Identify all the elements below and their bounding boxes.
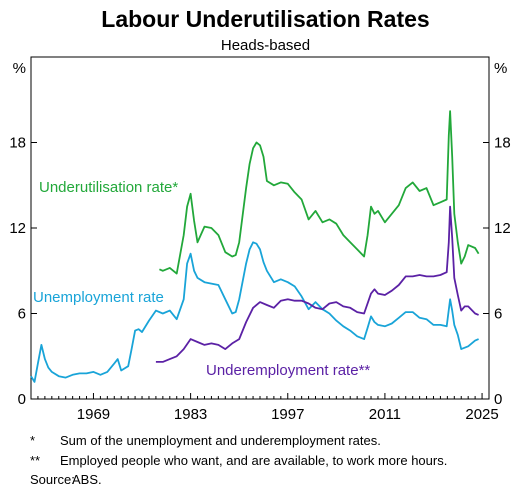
underemployment-rate-line	[155, 205, 479, 363]
x-tick-label: 1997	[271, 406, 304, 423]
y-tick-label-right: 12	[494, 220, 511, 237]
source-text: ABS.	[72, 472, 102, 487]
x-tick-label: 1983	[174, 406, 207, 423]
y-tick-label-right: 6	[494, 306, 502, 323]
series-label-underutilisation: Underutilisation rate*	[39, 179, 178, 196]
chart-subtitle: Heads-based	[220, 37, 311, 54]
footnote-mark: *	[30, 433, 36, 448]
chart-notes: * Sum of the unemployment and underemplo…	[30, 431, 447, 490]
series-label-underemployment: Underemployment rate**	[206, 362, 370, 379]
x-tick-label: 1969	[77, 406, 110, 423]
chart-series	[30, 110, 480, 383]
underutilisation-rate-line	[159, 110, 480, 275]
y-tick-label-left: 6	[18, 306, 26, 323]
y-unit-right: %	[494, 60, 507, 77]
y-tick-label-left: 12	[9, 220, 26, 237]
y-tick-label-right: 0	[494, 391, 502, 408]
footnote-text: Sum of the unemployment and underemploym…	[60, 433, 381, 448]
source-label: Source:	[30, 472, 75, 487]
y-tick-label-left: 18	[9, 135, 26, 152]
series-label-unemployment: Unemployment rate	[33, 289, 164, 306]
footnote-mark: **	[30, 452, 41, 468]
footnote-2: ** Employed people who want, and are ava…	[30, 451, 447, 471]
unemployment-rate-line	[30, 241, 479, 383]
y-tick-label-left: 0	[18, 391, 26, 408]
plot-frame	[30, 56, 490, 400]
y-tick-label-right: 18	[494, 135, 511, 152]
footnote-text: Employed people who want, and are availa…	[60, 452, 448, 468]
footnote-1: * Sum of the unemployment and underemplo…	[30, 431, 447, 451]
chart-plot: % % 0 0 6 6 12 12 18 18 1969 1983 1997 2011 2025 Under…	[9, 56, 511, 423]
y-unit-left: %	[13, 60, 26, 77]
source-note: Source: ABS.	[30, 470, 447, 490]
x-tick-label: 2025	[465, 406, 498, 423]
chart-axes: % % 0 0 6 6 12 12 18 18 1969 1983 1997 2011 2025	[9, 56, 511, 423]
chart-series-labels: Underutilisation rate* Unemployment rate…	[33, 179, 370, 379]
chart-title: Labour Underutilisation Rates	[101, 6, 430, 32]
x-tick-label: 2011	[369, 406, 401, 423]
